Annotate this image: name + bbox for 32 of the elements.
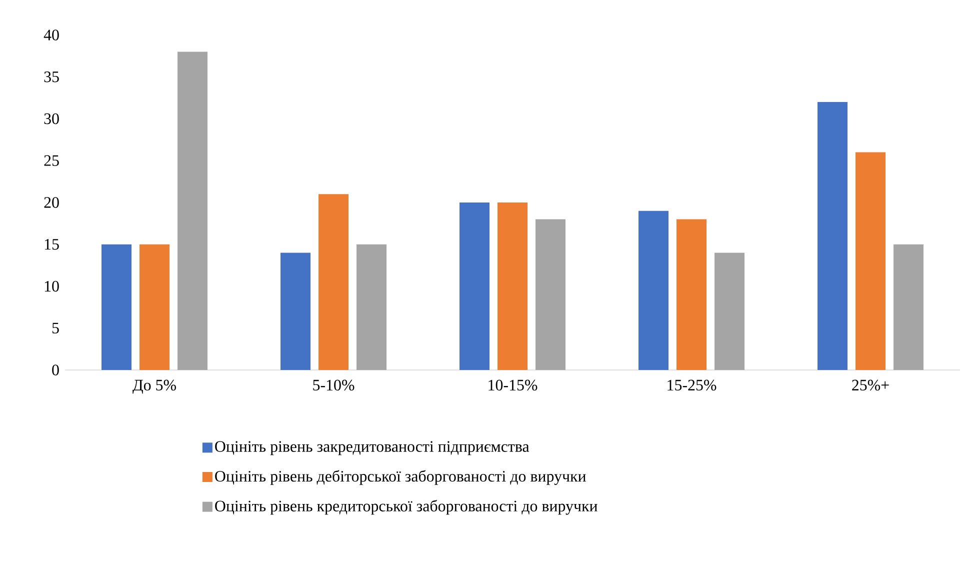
x-tick-label: До 5%	[132, 380, 176, 394]
x-tick-label: 5-10%	[313, 380, 354, 391]
y-tick-label: 40	[44, 30, 59, 40]
x-tick-label: 25%+	[852, 380, 889, 391]
y-tick-label: 20	[44, 197, 59, 208]
y-tick-label: 15	[44, 239, 59, 250]
y-tick-label: 0	[52, 364, 59, 376]
y-tick-label: 35	[44, 72, 59, 82]
bar	[498, 202, 528, 370]
legend-label: Оцініть рівень закредитованості підприємства	[215, 441, 530, 456]
bar	[818, 102, 848, 370]
y-tick-label: 5	[52, 322, 59, 334]
x-tick-label: 10-15%	[488, 380, 538, 391]
y-tick-label: 25	[44, 155, 59, 166]
legend-label: Оцініть рівень кредиторської заборгованості до виручки	[215, 500, 598, 515]
bar	[102, 244, 132, 370]
bar	[460, 202, 490, 370]
bar	[356, 244, 387, 370]
bar	[676, 219, 707, 370]
y-tick-label: 10	[44, 280, 59, 292]
y-tick-label: 30	[44, 113, 59, 124]
bar	[714, 252, 745, 370]
x-tick-label: 15-25%	[668, 380, 716, 391]
bar	[280, 252, 311, 370]
bar	[140, 244, 170, 370]
bar	[856, 152, 886, 370]
bar	[638, 210, 669, 370]
bar	[318, 194, 349, 370]
bar	[178, 52, 208, 370]
legend-label: Оцініть рівень дебіторської заборгованості до виручки	[215, 470, 586, 485]
bar	[894, 244, 924, 370]
bar	[536, 219, 566, 370]
